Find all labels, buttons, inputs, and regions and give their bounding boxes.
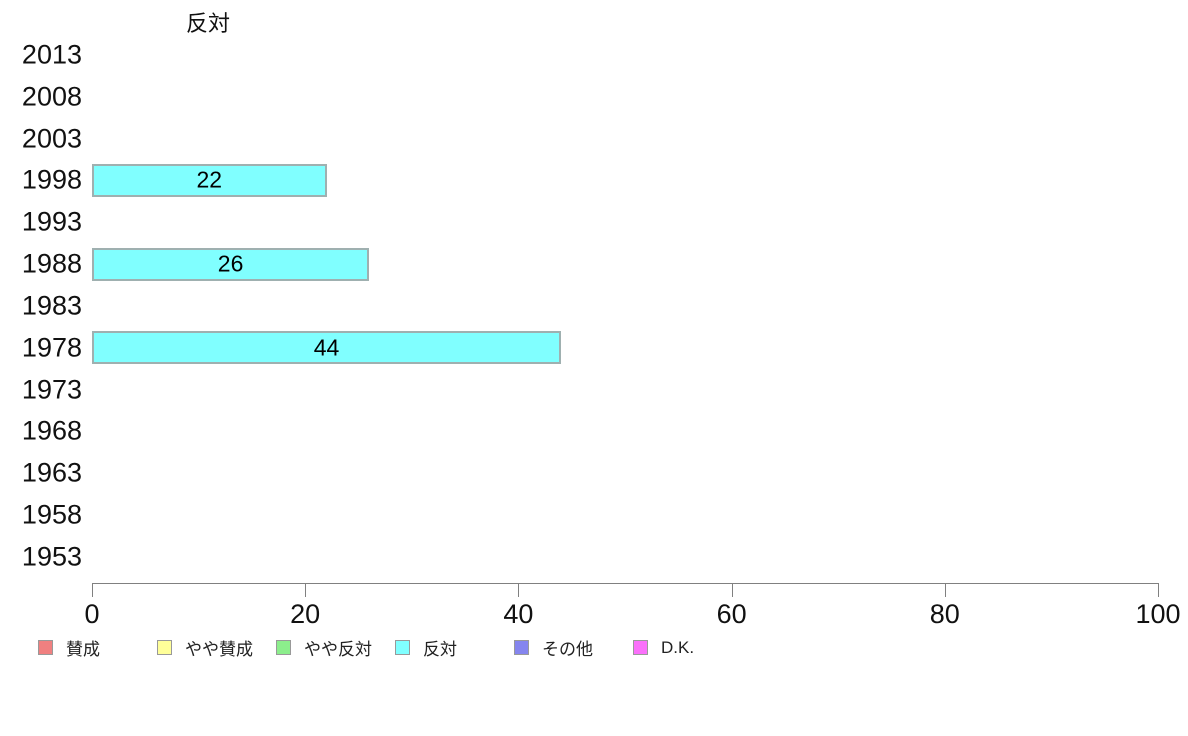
y-axis-label: 1958	[21, 499, 82, 530]
legend-swatch	[633, 640, 648, 655]
x-axis-tick-label: 0	[84, 599, 100, 629]
chart-title: 反対	[185, 11, 231, 36]
x-axis-tick-label: 20	[290, 599, 321, 629]
legend-swatch	[276, 640, 291, 655]
legend-item[interactable]: その他	[514, 635, 633, 660]
bar-value-label: 22	[196, 166, 223, 193]
x-axis-tick-label: 60	[716, 599, 747, 629]
y-axis-label: 2003	[21, 123, 82, 154]
bar[interactable]	[92, 247, 370, 281]
x-axis-tick	[1158, 583, 1159, 597]
legend-item[interactable]: やや賛成	[157, 635, 276, 660]
bar-value-label: 26	[217, 250, 244, 277]
y-axis-label: 1978	[21, 332, 82, 363]
x-axis-tick	[944, 583, 946, 597]
y-axis-label: 1993	[21, 206, 82, 237]
y-axis-label: 1998	[21, 164, 82, 195]
y-axis-label: 1988	[21, 248, 82, 279]
x-axis-tick	[305, 583, 307, 597]
y-axis-label: 2008	[21, 81, 82, 112]
y-axis-label: 1973	[21, 374, 82, 405]
legend-label: やや反対	[304, 640, 372, 659]
y-axis-label: 1953	[21, 541, 82, 572]
legend-item[interactable]: やや反対	[276, 635, 395, 660]
bar[interactable]	[92, 331, 562, 365]
x-axis-tick	[518, 583, 520, 597]
legend-label: その他	[542, 640, 593, 659]
legend-label: やや賛成	[185, 640, 253, 659]
legend-label: 賛成	[66, 640, 100, 659]
y-axis-label: 2013	[21, 39, 82, 70]
bar-value-label: 44	[313, 334, 340, 361]
y-axis-label: 1968	[21, 415, 82, 446]
y-axis-label: 1983	[21, 290, 82, 321]
legend-swatch	[395, 640, 410, 655]
legend-swatch	[514, 640, 529, 655]
legend-label: 反対	[423, 640, 457, 659]
legend-swatch	[38, 640, 53, 655]
bar[interactable]	[92, 163, 327, 197]
legend-label: D.K.	[661, 637, 695, 657]
x-axis-line	[92, 583, 1158, 584]
legend: 賛成 やや賛成 やや反対 反対 その他 D.K.	[38, 635, 752, 660]
x-axis-tick	[731, 583, 733, 597]
y-axis-label: 1963	[21, 457, 82, 488]
x-axis-tick-label: 40	[503, 599, 534, 629]
legend-swatch	[157, 640, 172, 655]
legend-item[interactable]: 反対	[395, 635, 514, 660]
x-axis-tick	[92, 583, 93, 597]
x-axis-tick-label: 100	[1135, 599, 1181, 629]
x-axis-tick-label: 80	[929, 599, 960, 629]
legend-item[interactable]: D.K.	[633, 638, 752, 658]
legend-item[interactable]: 賛成	[38, 635, 157, 660]
